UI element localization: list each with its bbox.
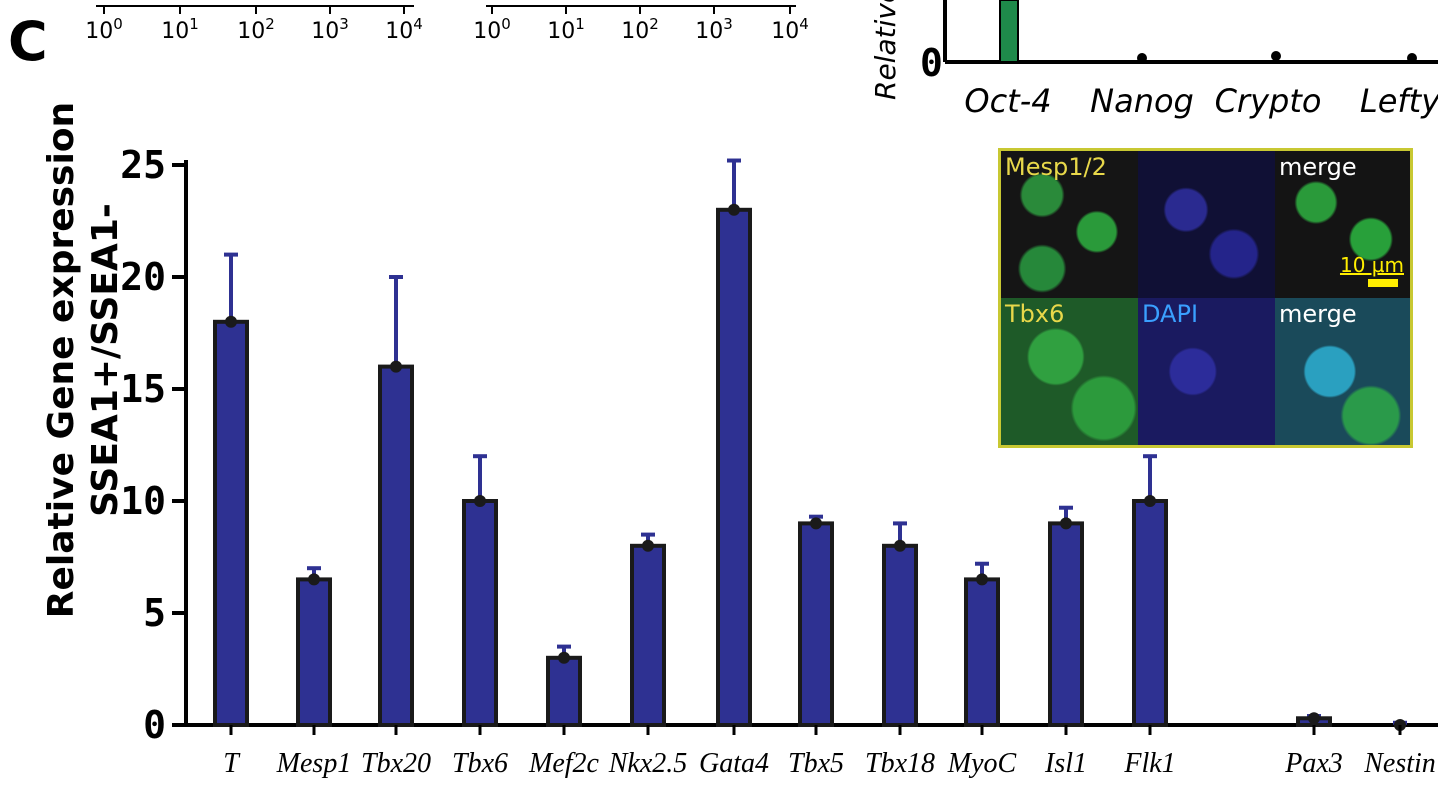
bar-isl1 [1048, 521, 1084, 728]
inset-bar-oct4 [999, 0, 1019, 63]
bar-tbx18 [882, 543, 918, 727]
micro-label-merge-bottom: merge [1279, 300, 1357, 328]
micro-label-mesp: Mesp1/2 [1005, 153, 1107, 181]
micro-mesp-green: Mesp1/2 [1001, 151, 1138, 298]
inset-category-label: Nanog [1090, 82, 1194, 120]
inset-category-label: Oct-4 [964, 82, 1051, 120]
y-tick-label: 20 [120, 255, 166, 299]
category-label: Tbx6 [452, 748, 508, 779]
bar-t [213, 319, 249, 727]
bar-point [558, 651, 570, 664]
flow-tick-label: 101 [161, 15, 199, 44]
y-tick-label: 10 [120, 479, 166, 523]
flow-tick-label: 102 [621, 15, 659, 44]
micro-dapi-bottom: DAPI [1138, 298, 1275, 445]
bar-point [1144, 495, 1156, 507]
top-inset: 0 Relative C Oct-4 Nanog Crypto Lefty [869, 0, 1438, 120]
bar-mesp1 [296, 577, 332, 728]
flow-tick-label: 104 [771, 15, 809, 44]
bar-mef2c [546, 655, 582, 727]
bar-tbx5 [798, 521, 834, 728]
category-label: Tbx5 [788, 748, 844, 779]
bar-point [642, 539, 654, 552]
category-label: Mesp1 [276, 748, 352, 779]
category-label: Mef2c [528, 748, 600, 779]
bar-point [474, 495, 486, 507]
micro-dapi-top [1138, 151, 1275, 298]
micro-merge-top: merge 10 µm [1275, 151, 1410, 298]
bar-tbx20 [378, 364, 414, 727]
y-tick-label: 25 [120, 143, 166, 187]
flow-tick-label: 103 [695, 15, 733, 44]
bar-tbx6 [462, 499, 498, 727]
bar-point [1060, 517, 1072, 530]
panel-letter: C [8, 10, 48, 73]
flow-tick-label: 103 [311, 15, 349, 44]
inset-point-lefty [1407, 53, 1417, 63]
bar-point [894, 539, 906, 552]
category-label: Nkx2.5 [608, 748, 688, 779]
bar-point [976, 573, 988, 586]
category-label: Nestin [1363, 748, 1436, 779]
category-label: Isl1 [1044, 748, 1087, 779]
y-tick-label: 5 [143, 591, 166, 635]
micro-merge-bottom: merge [1275, 298, 1410, 445]
bar-point [1308, 712, 1320, 725]
category-label: Tbx20 [361, 748, 431, 779]
inset-ytick-0: 0 [920, 41, 943, 85]
flow-tick-label: 102 [237, 15, 275, 44]
inset-category-label: Lefty [1360, 82, 1438, 120]
bar-point [728, 203, 740, 216]
category-label: Gata4 [699, 748, 769, 779]
bar-point [225, 315, 237, 328]
y-tick-label: 15 [120, 367, 166, 411]
bar-point [308, 573, 320, 586]
inset-point-nanog [1137, 53, 1147, 63]
bar-nkx25 [630, 543, 666, 727]
micrograph-panel: Mesp1/2 merge 10 µm Tbx6 DAPI merge [998, 148, 1413, 448]
flow-axes-top: 100 101 102 103 104 100 101 102 103 104 [85, 5, 809, 44]
bar-myoc [964, 577, 1000, 728]
inset-point-crypto [1271, 51, 1281, 61]
category-label: MyoC [947, 748, 1017, 779]
bar-point [810, 517, 822, 530]
scale-label: 10 µm [1339, 253, 1404, 277]
category-label: Tbx18 [865, 748, 935, 779]
bar-point [390, 360, 402, 373]
micro-label-dapi: DAPI [1142, 300, 1199, 328]
micro-label-tbx6: Tbx6 [1005, 300, 1065, 328]
flow-tick-label: 100 [85, 15, 123, 44]
category-label: Pax3 [1284, 748, 1343, 779]
category-label: Flk1 [1123, 748, 1175, 779]
y-tick-label: 0 [143, 703, 166, 747]
flow-tick-label: 100 [473, 15, 511, 44]
inset-category-label: Crypto [1215, 82, 1322, 120]
scale-bar [1368, 279, 1398, 287]
micro-label-merge-top: merge [1279, 153, 1357, 181]
micro-tbx6-green: Tbx6 [1001, 298, 1138, 445]
flow-tick-label: 101 [547, 15, 585, 44]
bar-gata4 [716, 207, 752, 728]
inset-ylabel: Relative C [869, 0, 902, 100]
flow-tick-label: 104 [385, 15, 423, 44]
bar-flk1 [1132, 499, 1168, 727]
category-label: T [223, 748, 241, 779]
